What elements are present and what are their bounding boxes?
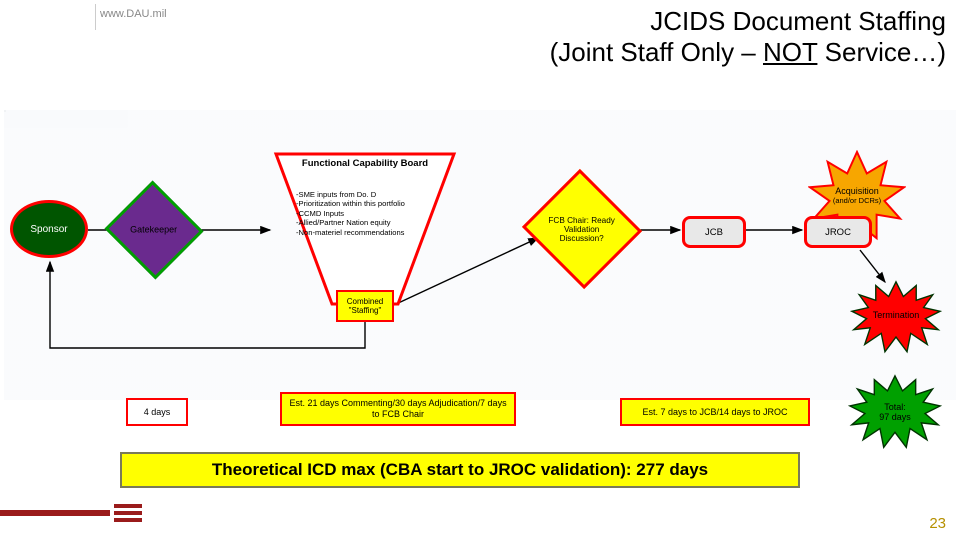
fcbchair-label: FCB Chair: Ready Validation Discussion?	[541, 216, 623, 243]
funnel-item: -Non-materiel recommendations	[296, 228, 434, 237]
total-line1: Total:	[884, 402, 906, 412]
total-burst: Total: 97 days	[848, 374, 942, 450]
total-label: Total: 97 days	[848, 374, 942, 450]
acquisition-subtext: (and/or DCRs)	[833, 197, 881, 205]
title-line2-post: Service…)	[817, 37, 946, 67]
funnel-item: -SME inputs from Do. D	[296, 190, 434, 199]
node-combined-staffing: Combined "Staffing"	[336, 290, 394, 322]
node-fcb-funnel: Functional Capability Board -SME inputs …	[270, 148, 460, 310]
timebox-4days: 4 days	[126, 398, 188, 426]
funnel-item: -CCMD Inputs	[296, 209, 434, 218]
termination-label: Termination	[850, 280, 942, 350]
funnel-item: -Allied/Partner Nation equity	[296, 218, 434, 227]
title-line1: JCIDS Document Staffing	[650, 6, 946, 36]
funnel-item: -Prioritization within this portfolio	[296, 199, 434, 208]
node-jroc: JROC	[804, 216, 872, 248]
node-jcb: JCB	[682, 216, 746, 248]
theoretical-text: Theoretical ICD max (CBA start to JROC v…	[212, 460, 708, 480]
title-not: NOT	[763, 37, 817, 67]
node-gatekeeper: Gatekeeper	[118, 196, 190, 264]
node-fcb-chair: FCB Chair: Ready Validation Discussion?	[538, 188, 626, 270]
diagram-stage: Sponsor Gatekeeper Functional Capability…	[0, 110, 960, 400]
funnel-title: Functional Capability Board	[270, 158, 460, 169]
timebox1-label: 4 days	[144, 407, 171, 418]
gatekeeper-label: Gatekeeper	[130, 225, 177, 235]
page-number: 23	[929, 515, 946, 532]
footer-bar	[0, 510, 110, 516]
page-title: JCIDS Document Staffing (Joint Staff Onl…	[550, 6, 946, 68]
timebox-7-14: Est. 7 days to JCB/14 days to JROC	[620, 398, 810, 426]
header-url: www.DAU.mil	[100, 8, 167, 20]
jcb-label: JCB	[705, 227, 723, 238]
sponsor-label: Sponsor	[30, 224, 67, 235]
jroc-label: JROC	[825, 227, 851, 238]
timebox-21-30-7: Est. 21 days Commenting/30 days Adjudica…	[280, 392, 516, 426]
footer-hamburger-icon	[114, 504, 142, 522]
title-line2-pre: (Joint Staff Only –	[550, 37, 763, 67]
node-termination: Termination	[850, 280, 942, 350]
timebox3-label: Est. 7 days to JCB/14 days to JROC	[642, 407, 787, 418]
funnel-list: -SME inputs from Do. D-Prioritization wi…	[296, 190, 434, 237]
theoretical-bar: Theoretical ICD max (CBA start to JROC v…	[120, 452, 800, 488]
combined-label: Combined "Staffing"	[338, 297, 392, 315]
total-line2: 97 days	[879, 412, 911, 422]
node-sponsor: Sponsor	[10, 200, 88, 258]
timebox2-label: Est. 21 days Commenting/30 days Adjudica…	[288, 398, 508, 420]
header-divider	[95, 4, 96, 30]
